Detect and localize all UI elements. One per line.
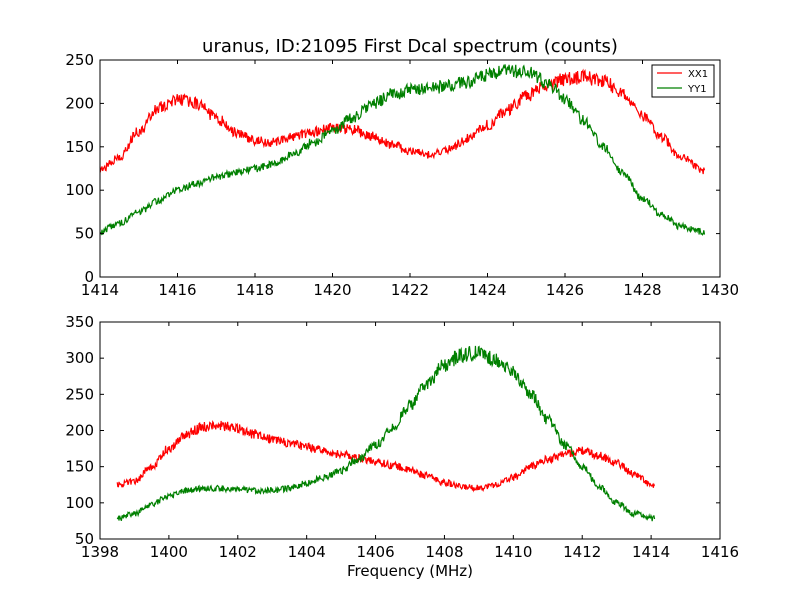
y-tick-label: 350 <box>65 313 94 331</box>
x-tick-label: 1418 <box>236 281 274 299</box>
legend-label-xx1: XX1 <box>688 69 708 80</box>
x-tick-label: 1416 <box>158 281 196 299</box>
x-tick-label: 1424 <box>468 281 506 299</box>
x-tick-label: 1406 <box>356 543 394 561</box>
x-tick-label: 1422 <box>391 281 429 299</box>
x-tick-label: 1420 <box>313 281 351 299</box>
y-tick-label: 100 <box>65 494 94 512</box>
top-series-line-yy1 <box>99 64 706 236</box>
y-tick-label: 300 <box>65 349 94 367</box>
y-tick-label: 100 <box>65 181 94 199</box>
x-tick-label: 1416 <box>701 543 739 561</box>
y-tick-label: 200 <box>65 422 94 440</box>
x-tick-label: 1414 <box>81 281 119 299</box>
legend: XX1 YY1 <box>651 64 715 98</box>
x-tick-label: 1426 <box>546 281 584 299</box>
top-series-line-xx1 <box>99 68 706 175</box>
x-tick-label: 1410 <box>494 543 532 561</box>
x-tick-label: 1408 <box>425 543 463 561</box>
x-tick-label: 1402 <box>219 543 257 561</box>
x-tick-label: 1412 <box>563 543 601 561</box>
y-tick-label: 150 <box>65 138 94 156</box>
x-tick-label: 1404 <box>288 543 326 561</box>
bottom-axes-frame <box>99 321 721 540</box>
bottom-subplot: 1398 1400 1402 1404 1406 1408 1410 1412 1414 1416… <box>65 313 739 580</box>
x-tick-label: 1400 <box>150 543 188 561</box>
bottom-ticks-layer: 1398 1400 1402 1404 1406 1408 1410 1412 1414 1416… <box>65 313 739 561</box>
y-tick-label: 200 <box>65 94 94 112</box>
x-tick-label: 1428 <box>623 281 661 299</box>
y-tick-label: 250 <box>65 51 94 69</box>
x-tick-label: 1414 <box>632 543 670 561</box>
legend-box <box>651 64 715 98</box>
y-tick-label: 50 <box>75 530 94 548</box>
top-series-layer <box>99 64 706 236</box>
x-tick-label: 1430 <box>701 281 739 299</box>
bottom-series-line-series-0 <box>116 419 656 493</box>
top-ticks-layer: 1414 1416 1418 1420 1422 1424 1426 1428 1430 0 50 1… <box>65 51 739 299</box>
y-tick-label: 0 <box>84 268 94 286</box>
bottom-series-layer <box>116 345 656 522</box>
top-subplot: uranus, ID:21095 First Dcal spectrum (co… <box>65 36 739 299</box>
x-tick-label: 1398 <box>81 543 119 561</box>
chart-title: uranus, ID:21095 First Dcal spectrum (co… <box>202 36 618 57</box>
legend-label-yy1: YY1 <box>687 84 707 95</box>
top-axes-frame <box>99 59 721 278</box>
bottom-series-line-series-1 <box>116 345 656 522</box>
x-axis-label: Frequency (MHz) <box>347 562 473 580</box>
y-tick-label: 150 <box>65 458 94 476</box>
y-tick-label: 250 <box>65 385 94 403</box>
y-tick-label: 50 <box>75 225 94 243</box>
